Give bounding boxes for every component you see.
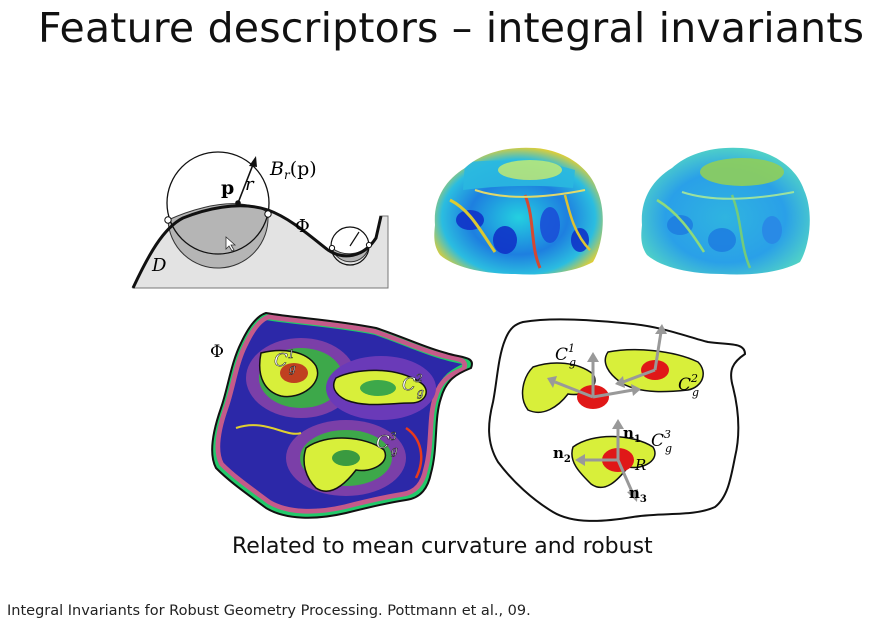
feature-normals-diagram: C1 g C2 g C3 g n1 n2 n3 R <box>488 318 747 522</box>
feature-region-1 <box>521 362 596 414</box>
ball-neighborhood-diagram: Br(p) p r Φ D <box>131 151 389 289</box>
mouse-cursor-icon <box>225 236 237 252</box>
surface-label: Φ <box>295 216 310 237</box>
domain-label: D <box>151 255 167 276</box>
normal-label-2: n2 <box>553 444 571 465</box>
intersection-dot-right <box>264 210 272 218</box>
curvature-mesh-left <box>434 147 603 275</box>
patch-region-label-3: C3 g <box>376 430 398 457</box>
surface-curve <box>131 204 383 289</box>
ball-circle <box>166 151 270 255</box>
radius-arrow <box>237 161 255 204</box>
ball-intersection-region <box>167 203 269 269</box>
point-p-dot <box>235 200 241 206</box>
patch-region-label-2: C2 g <box>402 372 424 399</box>
normal-label-3: n3 <box>629 484 647 505</box>
normal-arrows <box>547 324 667 502</box>
small-ball-intersection <box>331 244 370 263</box>
patch-surface-label: Φ <box>210 342 224 362</box>
feature-region-patch: Φ C1 g C2 g C3 g <box>210 311 473 519</box>
ball-label: Br(p) <box>269 158 317 182</box>
curvature-mesh-right <box>641 147 810 275</box>
ball-radius-label: R <box>634 456 646 474</box>
normal-label-1: n1 <box>623 424 641 445</box>
slide-citation: Integral Invariants for Robust Geometry … <box>7 603 531 619</box>
intersection-dot-left <box>164 216 172 224</box>
small-intersection-dot-right <box>365 241 373 249</box>
patch-outline <box>488 318 747 522</box>
slide-title: Feature descriptors – integral invariant… <box>38 4 865 52</box>
normals-region-label-3: C3 g <box>651 428 672 455</box>
normals-region-label-2: C2 g <box>678 372 699 399</box>
slide-caption: Related to mean curvature and robust <box>232 534 653 559</box>
small-radius-arrow <box>349 231 360 247</box>
radius-arrowhead <box>249 156 257 167</box>
radius-label: r <box>245 174 255 195</box>
patch-region-label-1: C1 g <box>274 348 296 375</box>
small-intersection-dot-left <box>328 244 336 252</box>
normals-region-label-1: C1 g <box>555 342 576 369</box>
point-label: p <box>221 177 234 199</box>
